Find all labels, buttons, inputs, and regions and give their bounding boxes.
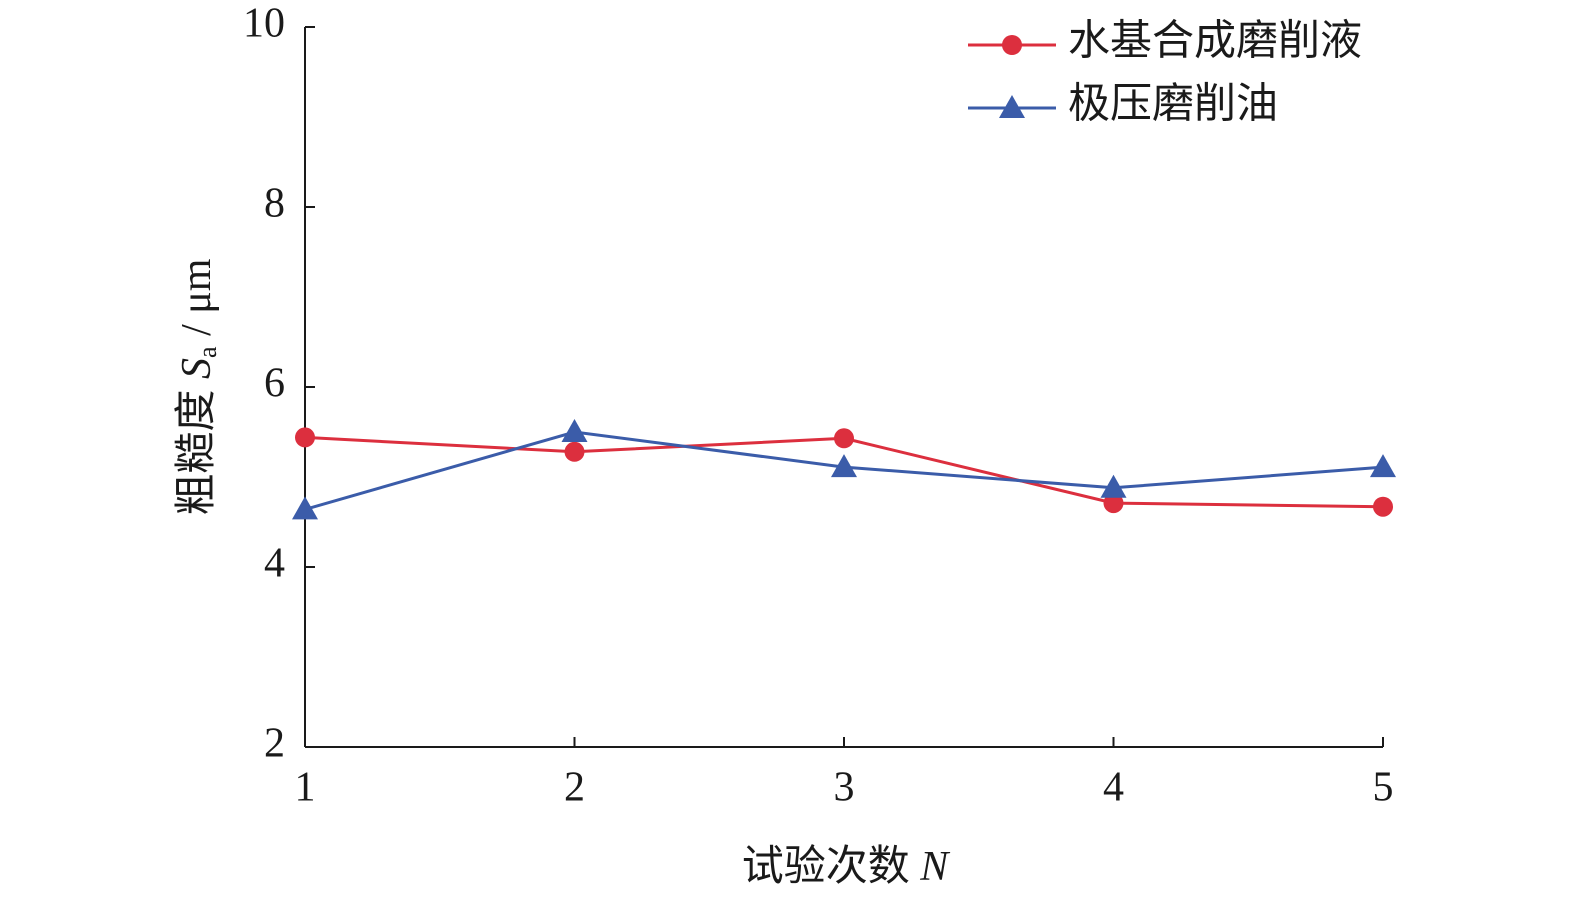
marker xyxy=(831,454,857,478)
y-tick-label: 10 xyxy=(243,1,285,47)
x-tick-label: 3 xyxy=(834,765,855,811)
marker xyxy=(1103,493,1124,514)
y-axis-label: 粗糙度 Sa / μm xyxy=(174,258,222,515)
y-tick-label: 6 xyxy=(264,361,285,407)
legend-label: 极压磨削油 xyxy=(1068,82,1278,128)
y-label-subscript: a xyxy=(193,346,222,358)
marker xyxy=(564,441,585,462)
x-label-symbol: N xyxy=(919,844,950,890)
x-tick-label: 1 xyxy=(295,765,316,811)
legend-label: 水基合成磨削液 xyxy=(1068,19,1362,65)
y-tick-label: 4 xyxy=(264,541,285,587)
y-label-unit: / μm xyxy=(174,258,220,346)
x-tick-label: 4 xyxy=(1103,765,1124,811)
y-tick-label: 8 xyxy=(264,181,285,227)
x-axis-label: 试验次数 N xyxy=(742,843,951,890)
marker xyxy=(1002,35,1022,55)
x-tick-label: 5 xyxy=(1373,765,1394,811)
x-tick-label: 2 xyxy=(564,765,585,811)
marker xyxy=(561,419,588,442)
y-label-text: 粗糙度 xyxy=(174,379,220,516)
marker xyxy=(999,95,1025,118)
y-label-symbol: S xyxy=(174,358,220,379)
marker xyxy=(1370,454,1396,478)
y-tick-label: 2 xyxy=(264,721,285,767)
marker xyxy=(295,427,315,448)
x-label-text: 试验次数 xyxy=(742,843,921,890)
marker xyxy=(1100,474,1127,498)
marker xyxy=(834,428,854,449)
marker xyxy=(1373,496,1393,517)
marker xyxy=(292,496,318,520)
